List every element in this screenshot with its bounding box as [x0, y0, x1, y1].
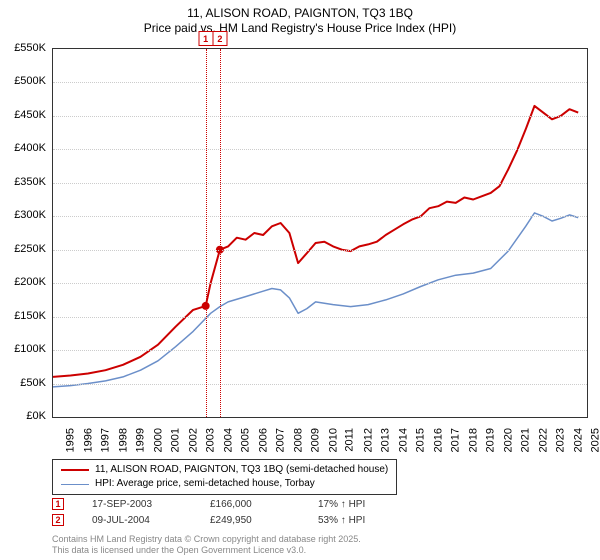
x-tick-label: 2017: [450, 428, 462, 452]
sale-vertical-line: [206, 49, 207, 417]
y-tick-label: £250K: [14, 243, 46, 255]
sale-marker-box: 1: [198, 31, 213, 46]
title-line-1: 11, ALISON ROAD, PAIGNTON, TQ3 1BQ: [0, 6, 600, 21]
footer-line-2: This data is licensed under the Open Gov…: [52, 545, 361, 556]
sales-table: 1 17-SEP-2003 £166,000 17% ↑ HPI 2 09-JUL-200…: [52, 498, 365, 530]
legend-row-1: 11, ALISON ROAD, PAIGNTON, TQ3 1BQ (semi…: [61, 463, 388, 477]
x-tick-label: 2022: [537, 428, 549, 452]
x-tick-label: 2016: [432, 428, 444, 452]
x-tick-label: 2010: [327, 428, 339, 452]
x-tick-label: 2013: [380, 428, 392, 452]
gridline: [53, 116, 587, 117]
gridline: [53, 149, 587, 150]
x-tick-label: 1997: [100, 428, 112, 452]
y-tick-label: £550K: [14, 42, 46, 54]
legend-label-2: HPI: Average price, semi-detached house,…: [95, 477, 315, 491]
y-tick-label: £200K: [14, 276, 46, 288]
sale-date: 17-SEP-2003: [92, 499, 182, 510]
x-tick-label: 2002: [187, 428, 199, 452]
y-tick-label: £150K: [14, 310, 46, 322]
x-tick-label: 2005: [240, 428, 252, 452]
x-tick-label: 2006: [257, 428, 269, 452]
x-tick-label: 2009: [310, 428, 322, 452]
x-tick-label: 1995: [64, 428, 76, 452]
chart-svg: [53, 49, 587, 417]
gridline: [53, 82, 587, 83]
y-tick-label: £450K: [14, 109, 46, 121]
legend-label-1: 11, ALISON ROAD, PAIGNTON, TQ3 1BQ (semi…: [95, 463, 388, 477]
plot-area: 12: [52, 48, 588, 418]
x-tick-label: 2008: [292, 428, 304, 452]
gridline: [53, 384, 587, 385]
x-tick-label: 2025: [590, 428, 600, 452]
legend-swatch-1: [61, 469, 89, 471]
title-block: 11, ALISON ROAD, PAIGNTON, TQ3 1BQ Price…: [0, 0, 600, 36]
x-tick-label: 2024: [572, 428, 584, 452]
x-tick-label: 2000: [152, 428, 164, 452]
x-tick-label: 1996: [82, 428, 94, 452]
x-tick-label: 2015: [415, 428, 427, 452]
sale-date: 09-JUL-2004: [92, 515, 182, 526]
x-tick-label: 2007: [275, 428, 287, 452]
y-tick-label: £500K: [14, 75, 46, 87]
sale-price: £166,000: [210, 499, 290, 510]
sale-row-marker: 2: [52, 514, 64, 526]
x-axis-ticks: 1995 1996 1997 1998 1999 2000 2001 2002 2003 2004…: [52, 420, 588, 460]
sale-delta: 53% ↑ HPI: [318, 515, 365, 526]
y-tick-label: £0K: [26, 410, 46, 422]
legend-box: 11, ALISON ROAD, PAIGNTON, TQ3 1BQ (semi…: [52, 459, 397, 495]
y-tick-label: £350K: [14, 176, 46, 188]
series-line-price_paid: [53, 106, 578, 377]
x-tick-label: 2001: [170, 428, 182, 452]
title-line-2: Price paid vs. HM Land Registry's House …: [0, 21, 600, 36]
sale-row: 2 09-JUL-2004 £249,950 53% ↑ HPI: [52, 514, 365, 526]
legend-row-2: HPI: Average price, semi-detached house,…: [61, 477, 388, 491]
sale-marker-box: 2: [212, 31, 227, 46]
legend-swatch-2: [61, 484, 89, 485]
x-tick-label: 2014: [397, 428, 409, 452]
sale-delta: 17% ↑ HPI: [318, 499, 365, 510]
y-tick-label: £400K: [14, 142, 46, 154]
gridline: [53, 317, 587, 318]
y-axis-ticks: £0K£50K£100K£150K£200K£250K£300K£350K£40…: [0, 48, 50, 418]
sale-row-marker: 1: [52, 498, 64, 510]
sale-price: £249,950: [210, 515, 290, 526]
x-tick-label: 2020: [502, 428, 514, 452]
x-tick-label: 2018: [467, 428, 479, 452]
footer-line-1: Contains HM Land Registry data © Crown c…: [52, 534, 361, 545]
gridline: [53, 183, 587, 184]
gridline: [53, 250, 587, 251]
sale-row: 1 17-SEP-2003 £166,000 17% ↑ HPI: [52, 498, 365, 510]
x-tick-label: 2021: [520, 428, 532, 452]
y-tick-label: £50K: [20, 377, 46, 389]
x-tick-label: 2019: [485, 428, 497, 452]
gridline: [53, 283, 587, 284]
x-tick-label: 1999: [135, 428, 147, 452]
x-tick-label: 2011: [344, 428, 356, 452]
x-tick-label: 1998: [117, 428, 129, 452]
sale-vertical-line: [220, 49, 221, 417]
y-tick-label: £300K: [14, 209, 46, 221]
y-tick-label: £100K: [14, 343, 46, 355]
gridline: [53, 350, 587, 351]
chart-container: 11, ALISON ROAD, PAIGNTON, TQ3 1BQ Price…: [0, 0, 600, 560]
x-tick-label: 2012: [362, 428, 374, 452]
x-tick-label: 2004: [222, 428, 234, 452]
footer: Contains HM Land Registry data © Crown c…: [52, 534, 361, 557]
gridline: [53, 216, 587, 217]
x-tick-label: 2023: [555, 428, 567, 452]
x-tick-label: 2003: [205, 428, 217, 452]
